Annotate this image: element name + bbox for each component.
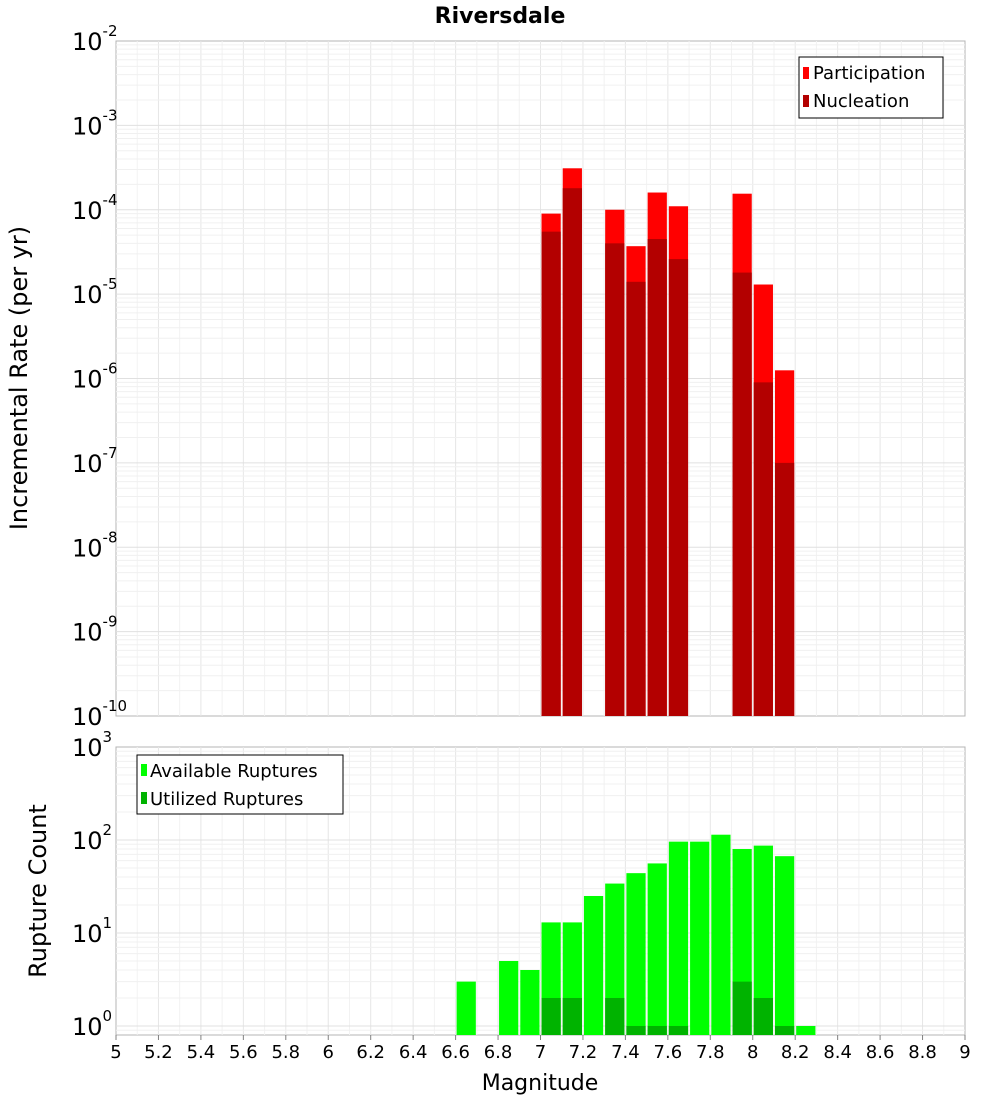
magnitude-tick-label: 6.2 — [356, 1042, 385, 1063]
rate-y-tick-label: 10-7 — [72, 444, 118, 478]
count-bar-utilized-ruptures — [774, 1025, 795, 1035]
magnitude-tick-label: 8.4 — [823, 1042, 852, 1063]
rate-y-tick-label: 10-8 — [72, 528, 118, 562]
legend-swatch-utilized — [141, 792, 147, 804]
count-y-tick-label: 101 — [72, 914, 112, 948]
legend-swatch-participation — [803, 67, 809, 79]
magnitude-tick-labels: 5 5.2 5.4 5.6 5.8 6 6.2 6.4 6.6 6.8 7 7.2 7.4 7.6 7.8 8… — [110, 1035, 971, 1063]
rate-bar-nucleation — [562, 188, 582, 717]
legend-label-utilized: Utilized Ruptures — [150, 789, 303, 810]
count-bar-utilized-ruptures — [626, 1025, 646, 1035]
count-bar-available-ruptures — [690, 841, 710, 1035]
count-y-tick-label: 102 — [72, 821, 112, 855]
count-bar-utilized-ruptures — [753, 997, 773, 1035]
count-panel: 100 101 102 103 5 5.2 5.4 5.6 5.8 6 6.2 6.4 6.6 6.8 7… — [24, 728, 971, 1096]
magnitude-tick-label: 8.8 — [908, 1042, 937, 1063]
rate-legend-box — [798, 56, 944, 119]
count-bar-utilized-ruptures — [541, 997, 561, 1035]
rate-y-tick-label: 10-5 — [72, 275, 118, 309]
rate-y-tick-label: 10-6 — [72, 360, 118, 394]
rate-panel: 10-10 10-9 10-8 10-7 10-6 10-5 10-4 10-3 10-2 In… — [5, 22, 966, 731]
rate-y-tick-label: 10-10 — [72, 697, 127, 731]
count-bar-available-ruptures — [796, 1025, 816, 1035]
magnitude-tick-label: 7.4 — [611, 1042, 640, 1063]
rate-y-tick-label: 10-4 — [72, 191, 118, 225]
rate-y-tick-label: 10-9 — [72, 613, 118, 647]
magnitude-tick-label: 5.4 — [187, 1042, 216, 1063]
count-bar-available-ruptures — [605, 883, 625, 1035]
count-grid — [116, 747, 965, 1035]
count-bar-available-ruptures — [668, 841, 689, 1035]
magnitude-tick-label: 5 — [110, 1042, 121, 1063]
rate-bar-nucleation — [541, 231, 561, 716]
magnitude-tick-label: 8.2 — [781, 1042, 810, 1063]
count-bar-utilized-ruptures — [647, 1025, 667, 1035]
magnitude-tick-label: 7.2 — [569, 1042, 598, 1063]
rate-y-tick-label: 10-2 — [72, 22, 118, 56]
rate-bars — [541, 168, 795, 717]
count-bar-available-ruptures — [520, 969, 540, 1035]
magnitude-tick-label: 6.4 — [399, 1042, 428, 1063]
magnitude-tick-label: 7.6 — [654, 1042, 683, 1063]
rate-bar-nucleation — [753, 382, 773, 716]
magnitude-tick-label: 8 — [747, 1042, 758, 1063]
count-bar-available-ruptures — [753, 845, 773, 1035]
legend-swatch-nucleation — [803, 95, 809, 107]
rate-bar-nucleation — [605, 243, 625, 717]
count-bar-available-ruptures — [647, 863, 667, 1035]
magnitude-tick-label: 7 — [535, 1042, 546, 1063]
rate-bar-nucleation — [774, 462, 795, 716]
count-bar-available-ruptures — [626, 873, 646, 1035]
magnitude-tick-label: 5.2 — [144, 1042, 173, 1063]
legend-label-nucleation: Nucleation — [813, 91, 909, 112]
count-bar-available-ruptures — [711, 834, 731, 1035]
rate-legend: Participation Nucleation — [798, 56, 944, 119]
rate-bar-nucleation — [732, 272, 752, 716]
magnitude-tick-label: 5.8 — [271, 1042, 300, 1063]
count-y-axis-label: Rupture Count — [24, 804, 52, 978]
count-y-tick-labels: 100 101 102 103 — [72, 728, 112, 1041]
rate-grid — [116, 41, 965, 716]
count-y-tick-label: 100 — [72, 1007, 112, 1041]
rate-bar-nucleation — [626, 281, 646, 716]
count-legend: Available Ruptures Utilized Ruptures — [136, 754, 344, 815]
count-bar-available-ruptures — [583, 895, 604, 1035]
count-bar-utilized-ruptures — [732, 981, 752, 1035]
rate-y-tick-label: 10-3 — [72, 106, 118, 140]
magnitude-tick-label: 7.8 — [696, 1042, 725, 1063]
magnitude-tick-label: 5.6 — [229, 1042, 258, 1063]
count-y-tick-label: 103 — [72, 728, 112, 762]
rate-bar-nucleation — [668, 259, 689, 716]
x-axis-label: Magnitude — [482, 1071, 599, 1096]
count-bar-available-ruptures — [774, 856, 795, 1035]
count-bar-utilized-ruptures — [605, 997, 625, 1035]
count-bar-available-ruptures — [499, 960, 519, 1035]
count-bars — [456, 834, 816, 1035]
count-bar-available-ruptures — [456, 981, 476, 1035]
magnitude-tick-label: 6.8 — [484, 1042, 513, 1063]
magnitude-tick-label: 8.6 — [866, 1042, 895, 1063]
chart-title: Riversdale — [435, 4, 566, 29]
legend-swatch-available — [141, 764, 147, 776]
count-legend-box — [136, 754, 344, 815]
rate-bar-nucleation — [647, 239, 667, 716]
magnitude-tick-label: 6 — [323, 1042, 334, 1063]
magnitude-tick-label: 6.6 — [441, 1042, 470, 1063]
magnitude-tick-label: 9 — [959, 1042, 970, 1063]
legend-label-participation: Participation — [813, 63, 925, 84]
count-bar-utilized-ruptures — [562, 997, 582, 1035]
count-bar-utilized-ruptures — [668, 1025, 689, 1035]
rate-y-axis-label: Incremental Rate (per yr) — [5, 226, 33, 530]
legend-label-available: Available Ruptures — [150, 761, 318, 782]
